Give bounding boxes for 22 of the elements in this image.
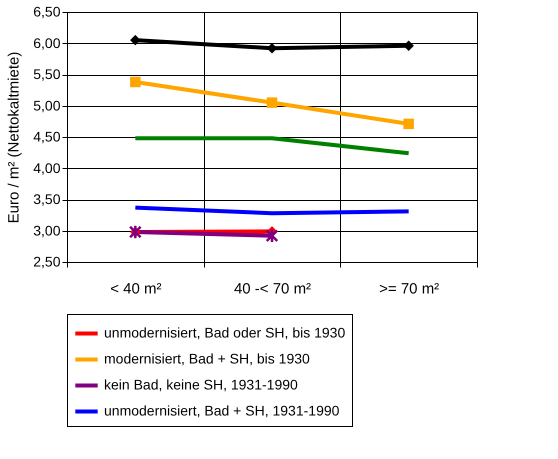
y-tick-label: 6,50	[33, 4, 61, 20]
point	[403, 118, 414, 130]
legend-label: unmodernisiert, Bad + SH, 1931-1990	[104, 402, 340, 418]
y-tick-label: 4,50	[33, 128, 61, 144]
x-tick-label: 40 -< 70 m²	[234, 280, 312, 298]
point	[130, 76, 141, 88]
x-tick-label: < 40 m²	[110, 280, 162, 298]
legend-label: modernisiert, Bad + SH, bis 1930	[104, 350, 310, 366]
y-tick-label: 3,50	[33, 191, 61, 207]
x-tick-label: >= 70 m²	[379, 280, 440, 298]
legend-label: unmodernisiert, Bad oder SH, bis 1930	[104, 324, 346, 340]
y-tick-label: 5,50	[33, 66, 61, 82]
y-axis-title: Euro / m² (Nettokaltmiete)	[5, 52, 22, 224]
legend-label: kein Bad, keine SH, 1931-1990	[104, 376, 298, 392]
point	[266, 97, 278, 108]
point	[266, 228, 278, 244]
y-tick-label: 5,00	[33, 97, 61, 114]
y-tick-label: 3,00	[33, 222, 61, 238]
y-tick-label: 4,00	[33, 160, 61, 176]
y-tick-label: 6,00	[33, 34, 61, 51]
y-tick-label: 2,50	[33, 254, 61, 270]
point	[128, 224, 142, 240]
